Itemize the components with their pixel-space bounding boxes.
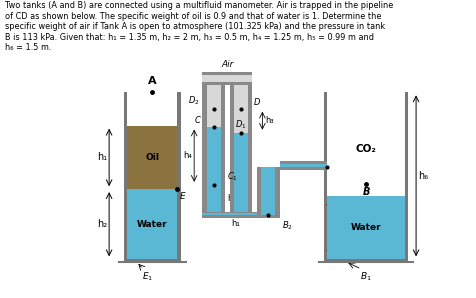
Bar — [220, 82, 225, 127]
Text: $D_1$: $D_1$ — [235, 119, 246, 131]
Bar — [279, 164, 327, 167]
Bar — [275, 167, 279, 218]
Bar — [234, 82, 248, 133]
Text: $B_2$: $B_2$ — [281, 219, 292, 232]
Text: Two tanks (A and B) are connected using a multifluid manometer. Air is trapped i: Two tanks (A and B) are connected using … — [5, 1, 392, 52]
Bar — [127, 126, 177, 189]
Text: h₁: h₁ — [230, 219, 239, 228]
Text: $D_2$: $D_2$ — [188, 95, 199, 107]
Bar — [202, 212, 279, 213]
Bar — [207, 82, 220, 127]
Text: Water: Water — [350, 223, 381, 232]
Bar — [123, 92, 180, 262]
Text: $B_1$: $B_1$ — [359, 271, 371, 283]
Bar — [207, 185, 220, 213]
Text: D: D — [254, 98, 260, 107]
Bar — [229, 82, 234, 133]
Bar — [202, 75, 252, 82]
Text: C: C — [194, 116, 199, 125]
Text: Water: Water — [137, 220, 167, 229]
Bar — [279, 161, 327, 164]
Bar — [261, 167, 275, 215]
Bar — [234, 133, 248, 213]
Bar — [207, 127, 220, 185]
Bar — [202, 215, 279, 218]
Bar — [327, 92, 404, 259]
Bar — [327, 196, 404, 259]
Bar — [323, 92, 407, 262]
Text: h₃: h₃ — [265, 116, 273, 125]
Text: h₂: h₂ — [97, 219, 107, 229]
Text: A: A — [148, 76, 156, 86]
Text: $C_1$: $C_1$ — [227, 171, 238, 183]
Text: 1.25 m: 1.25 m — [331, 223, 357, 232]
Text: B: B — [362, 187, 369, 197]
Bar — [220, 127, 225, 185]
Bar — [127, 189, 177, 259]
Bar — [279, 167, 327, 170]
Bar — [220, 185, 225, 213]
Bar — [127, 92, 177, 259]
Bar — [202, 82, 252, 85]
Bar — [202, 212, 279, 215]
Text: $E_1$: $E_1$ — [142, 271, 153, 283]
Bar — [229, 133, 234, 213]
Bar — [202, 185, 207, 213]
Bar — [202, 127, 207, 185]
Bar — [202, 72, 252, 75]
Bar — [257, 167, 261, 218]
Text: h₆: h₆ — [417, 171, 427, 181]
Text: h₁: h₁ — [97, 153, 107, 162]
Text: CO₂: CO₂ — [355, 144, 376, 154]
Bar — [248, 82, 252, 133]
Text: Air: Air — [221, 60, 233, 69]
Text: E: E — [179, 192, 185, 201]
Text: h₁: h₁ — [227, 194, 235, 204]
Text: h₄: h₄ — [183, 151, 191, 160]
Text: Oil: Oil — [145, 153, 159, 162]
Bar — [202, 82, 207, 127]
Bar — [248, 133, 252, 213]
